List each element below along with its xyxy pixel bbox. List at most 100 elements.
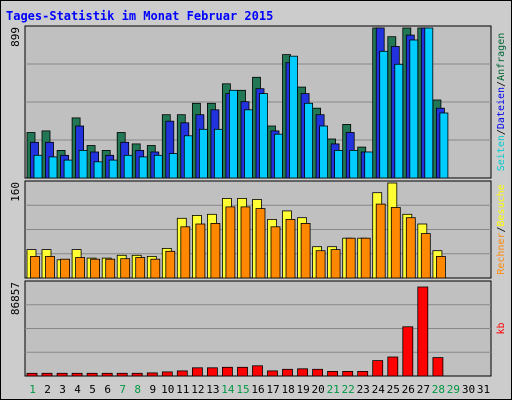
bar-seiten-20 <box>319 125 329 179</box>
bar-rechner-6 <box>105 258 116 279</box>
bar-rechner-28 <box>435 255 446 279</box>
bar-seiten-1 <box>33 154 43 179</box>
bar-rechner-18 <box>285 218 296 279</box>
bar-seiten-22 <box>349 149 359 179</box>
x-tick-label: 20 <box>311 383 324 396</box>
series-legend-label: Rechner/Besuche <box>496 184 507 274</box>
bar-kb-7 <box>116 372 128 377</box>
x-tick-label: 28 <box>432 383 445 396</box>
x-tick-label: 10 <box>161 383 174 396</box>
bar-kb-27 <box>417 286 429 377</box>
x-tick-label: 19 <box>296 383 309 396</box>
bar-rechner-12 <box>195 223 206 279</box>
panel-rechner: 160 Rechner/Besuche <box>9 180 507 279</box>
legend-part: Besuche <box>496 184 507 226</box>
bar-kb-9 <box>146 372 158 377</box>
bar-rechner-14 <box>225 206 236 279</box>
bar-seiten-12 <box>198 128 208 179</box>
legend-part: / <box>496 226 507 232</box>
bar-kb-10 <box>161 371 173 377</box>
bar-rechner-17 <box>270 226 281 279</box>
x-tick-label: 25 <box>387 383 400 396</box>
legend-part: Seiten <box>496 135 507 171</box>
bar-rechner-3 <box>60 258 70 279</box>
series-legend-label: kb <box>496 322 507 334</box>
bar-seiten-4 <box>78 149 88 179</box>
x-tick-label: 18 <box>281 383 294 396</box>
bar-kb-23 <box>357 370 369 377</box>
bar-kb-26 <box>402 326 414 377</box>
legend-part: / <box>496 81 507 87</box>
bar-kb-20 <box>312 368 324 377</box>
x-tick-label: 29 <box>447 383 460 396</box>
bar-rechner-13 <box>210 222 221 279</box>
x-tick-label: 1 <box>29 383 36 396</box>
bar-seiten-5 <box>93 161 103 179</box>
bar-rechner-27 <box>420 233 431 279</box>
bar-seiten-8 <box>138 156 148 179</box>
bar-rechner-2 <box>45 255 55 279</box>
bar-rechner-8 <box>135 257 146 279</box>
chart-panels: 899Seiten/Dateien/Anfragen160Rechner/Bes… <box>9 25 507 377</box>
bar-kb-11 <box>176 370 188 377</box>
bar-rechner-20 <box>315 250 326 279</box>
x-tick-label: 11 <box>176 383 189 396</box>
x-tick-label: 12 <box>191 383 204 396</box>
x-tick-label: 26 <box>402 383 415 396</box>
bar-seiten-15 <box>244 109 253 179</box>
bar-seiten-13 <box>213 128 223 179</box>
x-tick-label: 15 <box>236 383 249 396</box>
bar-rechner-1 <box>30 255 40 279</box>
bar-kb-1 <box>26 372 38 377</box>
panel-kb: 86857 kb <box>9 280 507 377</box>
bar-seiten-14 <box>228 89 238 179</box>
bar-kb-18 <box>282 368 293 377</box>
x-tick-label: 23 <box>357 383 370 396</box>
bar-seiten-23 <box>364 151 374 179</box>
legend-part: / <box>496 129 507 135</box>
bar-seiten-26 <box>409 39 419 179</box>
x-tick-label: 6 <box>104 383 111 396</box>
x-tick-label: 22 <box>342 383 355 396</box>
bar-seiten-28 <box>439 112 449 179</box>
x-axis-labels: 1 2 3 4 5 6 7 8 9 10 11 12 13 14 15 16 17 18 19 20 21 22 23 24 2… <box>29 383 490 396</box>
bar-rechner-26 <box>405 217 416 279</box>
bar-kb-15 <box>237 366 248 377</box>
chart-title: Tages-Statistik im Monat Februar 2015 <box>6 9 273 23</box>
x-tick-label: 9 <box>149 383 156 396</box>
x-tick-label: 27 <box>417 383 430 396</box>
x-tick-label: 17 <box>266 383 279 396</box>
bar-kb-19 <box>297 368 309 377</box>
bar-kb-28 <box>432 357 444 377</box>
x-tick-label: 31 <box>477 383 490 396</box>
bar-seiten-10 <box>168 153 178 179</box>
bar-kb-22 <box>342 370 354 377</box>
bar-rechner-5 <box>90 258 100 279</box>
bar-seiten-17 <box>274 133 283 179</box>
bar-rechner-15 <box>240 206 251 279</box>
x-tick-label: 14 <box>221 383 235 396</box>
x-tick-label: 8 <box>134 383 141 396</box>
bar-rechner-22 <box>345 237 356 279</box>
bar-seiten-11 <box>183 135 193 179</box>
bar-kb-24 <box>372 360 384 377</box>
x-tick-label: 16 <box>251 383 264 396</box>
bar-kb-14 <box>221 366 233 377</box>
bar-rechner-9 <box>150 258 161 279</box>
bar-kb-21 <box>327 370 339 377</box>
bar-seiten-7 <box>123 154 133 179</box>
bar-seiten-3 <box>63 159 73 179</box>
bar-rechner-25 <box>390 207 401 279</box>
bar-seiten-19 <box>304 102 314 179</box>
bar-kb-16 <box>252 365 263 377</box>
y-max-label: 86857 <box>9 282 22 315</box>
legend-part: Rechner <box>496 233 507 275</box>
x-tick-label: 30 <box>462 383 475 396</box>
x-tick-label: 7 <box>119 383 126 396</box>
bar-rechner-24 <box>375 203 386 279</box>
bar-kb-8 <box>131 372 143 377</box>
bar-kb-17 <box>267 370 278 377</box>
bar-kb-4 <box>71 372 83 377</box>
